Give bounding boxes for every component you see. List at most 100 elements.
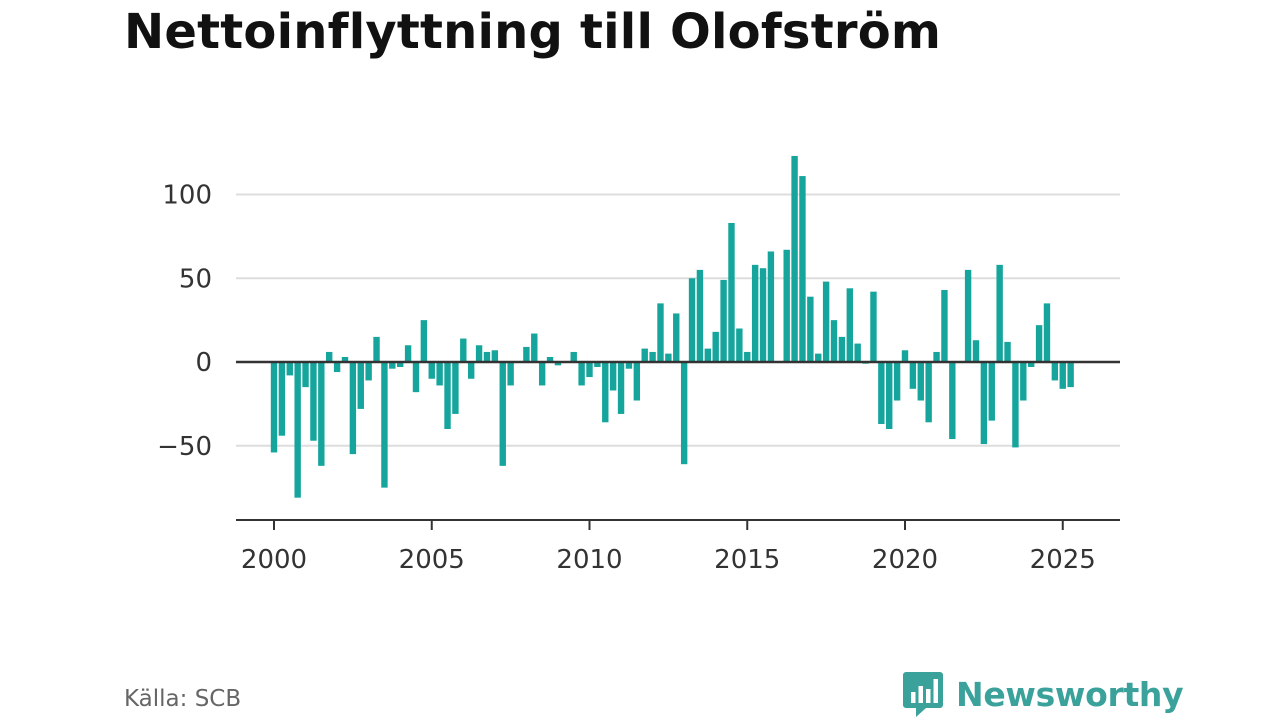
bar — [381, 362, 388, 488]
bar — [404, 345, 412, 362]
bar — [728, 222, 735, 362]
bar — [373, 336, 380, 363]
bar-chart: −50 0 50 100 2000 2005 2010 2015 2020 2025 — [157, 155, 1120, 575]
bar — [491, 350, 499, 362]
bar — [783, 249, 790, 362]
bar — [467, 362, 475, 379]
bar — [570, 351, 577, 362]
bar — [523, 346, 530, 362]
bar — [838, 336, 846, 363]
bar — [680, 362, 688, 465]
y-tick-label: 0 — [195, 348, 212, 378]
bar — [696, 269, 704, 363]
bar — [609, 362, 617, 391]
bar — [846, 288, 853, 362]
x-tick-label: 2005 — [399, 545, 465, 575]
bar — [744, 351, 751, 362]
bar — [538, 362, 546, 386]
bar — [917, 362, 924, 401]
bar — [870, 291, 877, 362]
bar — [444, 362, 451, 429]
bar — [759, 268, 767, 362]
bar — [751, 264, 759, 362]
bar — [460, 338, 467, 362]
bar — [649, 351, 656, 362]
bar — [349, 362, 357, 455]
source-note: Källa: SCB — [124, 686, 242, 712]
bar — [617, 362, 625, 414]
bar — [657, 303, 664, 363]
bar — [554, 362, 562, 366]
x-tick-label: 2015 — [714, 545, 780, 575]
bar — [712, 331, 719, 362]
bar — [625, 362, 633, 369]
bar — [286, 362, 293, 376]
bar — [1051, 362, 1059, 381]
bar — [688, 278, 696, 362]
bar — [1020, 362, 1027, 401]
bar — [980, 362, 988, 445]
bar — [878, 362, 885, 424]
bar — [270, 362, 278, 453]
brand[interactable]: Newsworthy — [902, 670, 1184, 718]
bar — [736, 328, 743, 362]
x-tick-label: 2000 — [241, 545, 307, 575]
bar — [799, 176, 806, 362]
bar — [452, 362, 459, 414]
axes: −50 0 50 100 2000 2005 2010 2015 2020 2025 — [157, 181, 1120, 575]
bar — [822, 281, 830, 362]
bar — [1012, 362, 1019, 448]
bar — [333, 362, 341, 373]
bar — [807, 296, 814, 362]
bar — [933, 351, 940, 362]
bar — [964, 269, 972, 363]
bar — [1043, 303, 1051, 363]
x-tick-label: 2025 — [1030, 545, 1096, 575]
bar — [365, 362, 372, 381]
bar — [704, 348, 712, 362]
bar — [972, 340, 980, 362]
newsworthy-logo-icon — [903, 672, 943, 717]
bar — [531, 333, 538, 362]
y-tick-label: −50 — [157, 432, 212, 462]
bar — [1028, 362, 1035, 368]
bar — [791, 155, 798, 362]
bar — [428, 362, 435, 379]
bar — [641, 348, 648, 362]
brand-name: Newsworthy — [956, 674, 1184, 714]
bar — [673, 313, 680, 362]
bar — [909, 362, 917, 389]
bar — [483, 351, 491, 362]
bar — [420, 320, 428, 363]
bars — [270, 155, 1074, 498]
y-tick-label: 100 — [162, 181, 212, 211]
bar — [578, 362, 585, 386]
bar — [602, 362, 609, 423]
bar — [507, 362, 514, 386]
bar — [594, 362, 601, 368]
bar — [893, 362, 901, 401]
bar — [815, 353, 822, 363]
bar — [665, 353, 672, 363]
bar — [412, 362, 420, 393]
x-tick-label: 2010 — [556, 545, 622, 575]
bar — [988, 362, 995, 421]
bar — [1059, 362, 1066, 389]
x-tick-label: 2020 — [872, 545, 938, 575]
bar — [854, 343, 861, 362]
y-tick-label: 50 — [179, 264, 212, 294]
chart-title: Nettoinflyttning till Olofström — [124, 4, 942, 60]
bar — [302, 362, 309, 388]
bar — [767, 251, 775, 362]
bar — [996, 264, 1003, 362]
bar — [499, 362, 506, 466]
bar — [546, 356, 554, 362]
bar — [1004, 341, 1011, 362]
bar — [357, 362, 364, 409]
bar — [1035, 325, 1043, 362]
bar — [341, 356, 349, 362]
bar — [475, 345, 483, 362]
bar — [278, 362, 286, 436]
bar — [901, 350, 909, 362]
bar — [389, 362, 396, 369]
